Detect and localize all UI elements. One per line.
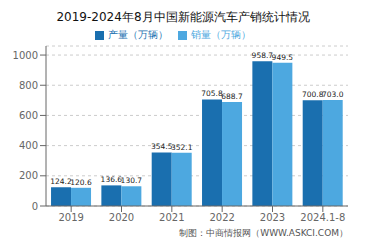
svg-text:2019: 2019	[58, 212, 83, 223]
svg-text:949.5: 949.5	[272, 53, 294, 62]
svg-text:705.8: 705.8	[201, 89, 223, 98]
svg-text:2022: 2022	[209, 212, 234, 223]
svg-text:120.6: 120.6	[70, 178, 92, 187]
svg-text:688.7: 688.7	[221, 92, 243, 101]
html-text:2019-2024年8月中国新能源汽车产销统计情况: 2019-2024年8月中国新能源汽车产销统计情况	[56, 10, 310, 24]
svg-text:354.5: 354.5	[151, 142, 173, 151]
svg-text:352.1: 352.1	[171, 143, 193, 152]
svg-text:130.7: 130.7	[121, 176, 143, 185]
html-text:销量（万辆）: 销量（万辆）	[191, 29, 251, 40]
svg-text:400: 400	[19, 140, 38, 151]
svg-text:600: 600	[19, 110, 38, 121]
svg-text:1000: 1000	[13, 50, 38, 61]
svg-text:800: 800	[19, 80, 38, 91]
svg-text:0: 0	[32, 201, 38, 212]
svg-text:124.2: 124.2	[50, 177, 72, 186]
svg-text:2020: 2020	[109, 212, 134, 223]
svg-text:136.6: 136.6	[101, 175, 123, 184]
svg-text:200: 200	[19, 170, 38, 181]
svg-text:2021: 2021	[159, 212, 184, 223]
html-text:产量（万辆）: 产量（万辆）	[108, 29, 168, 40]
svg-text:2023: 2023	[260, 212, 285, 223]
html-text:制图：中商情报网（WWW.ASKCI.COM）: 制图：中商情报网（WWW.ASKCI.COM）	[179, 228, 348, 238]
svg-text:958.7: 958.7	[252, 51, 274, 60]
svg-text:703.0: 703.0	[322, 90, 344, 99]
svg-text:700.8: 700.8	[302, 90, 324, 99]
svg-text:2024.1-8: 2024.1-8	[300, 212, 345, 223]
